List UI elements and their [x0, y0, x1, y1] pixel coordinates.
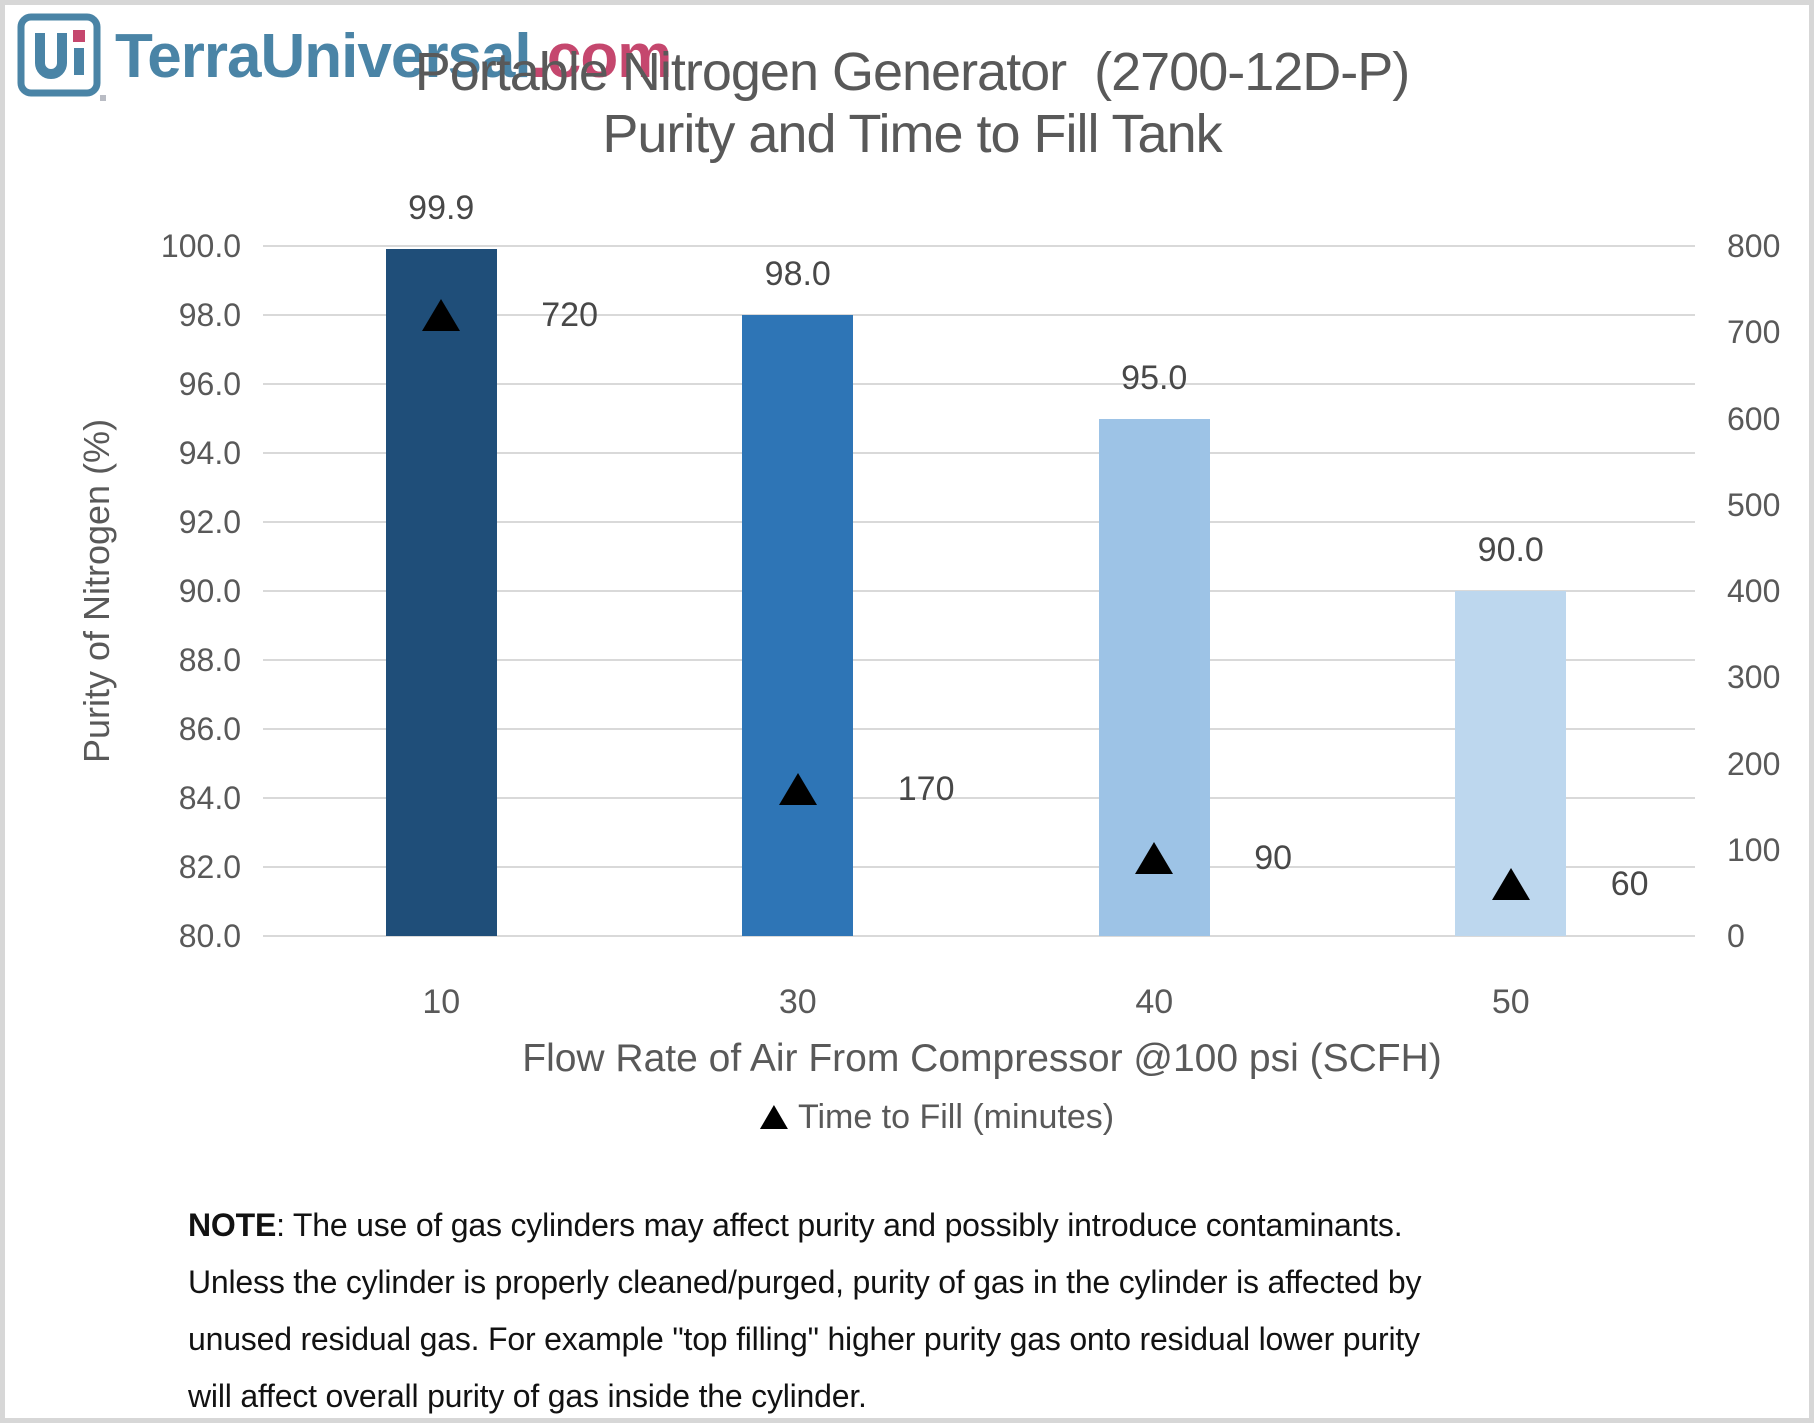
time-to-fill-marker [422, 299, 461, 331]
left-axis-tick-label: 80.0 [178, 918, 241, 954]
terra-universal-logo-icon [17, 13, 106, 101]
legend-label: Time to Fill (minutes) [797, 1098, 1115, 1136]
chart-title-line-1: Portable Nitrogen Generator (2700-12D-P) [414, 42, 1411, 102]
left-axis-tick-label: 88.0 [178, 642, 241, 678]
purity-bar [385, 249, 497, 936]
right-axis-tick-label: 600 [1727, 400, 1781, 437]
time-value-label: 170 [897, 770, 955, 809]
left-axis-tick-label: 98.0 [178, 297, 241, 333]
plot-area: 100.0 98.0 96.0 94.0 92.0 90.0 88.0 86.0 84.0 82.… [5, 5, 1809, 1418]
right-axis-tick-label: 400 [1727, 573, 1781, 609]
right-axis-tick-label: 200 [1727, 745, 1781, 782]
left-axis-tick-label: 100.0 [160, 228, 241, 264]
time-to-fill-marker [1135, 842, 1174, 875]
category-label: 50 [1491, 983, 1530, 1021]
terra-universal-logo: TerraUniversal.com [15, 11, 673, 103]
time-value-label: 60 [1610, 865, 1649, 904]
note-line-3: unused residual gas. For example "top fi… [188, 1321, 1420, 1357]
left-axis-tick-label: 84.0 [178, 780, 241, 816]
left-axis-title: Purity of Nitrogen (%) [76, 418, 117, 764]
right-axis-tick-label: 700 [1727, 314, 1781, 351]
logo-brand-text: TerraUniversal [115, 22, 532, 91]
right-axis-tick-label: 300 [1727, 659, 1781, 696]
gridline [263, 590, 1695, 592]
note-line-1: : The use of gas cylinders may affect pu… [276, 1207, 1403, 1243]
left-axis-tick-label: 86.0 [178, 711, 241, 747]
left-axis-tick-label: 92.0 [178, 504, 241, 540]
right-axis-tick-label: 800 [1727, 228, 1781, 264]
time-value-label: 720 [541, 296, 598, 334]
right-axis-tick-label: 100 [1727, 831, 1781, 868]
bar-value-label: 90.0 [1477, 531, 1544, 569]
right-axis-tick-label: 500 [1727, 486, 1781, 523]
time-value-label: 90 [1254, 839, 1293, 878]
category-label: 10 [422, 983, 461, 1021]
bar-value-label: 99.9 [408, 189, 475, 228]
category-label: 30 [778, 983, 817, 1021]
bar-value-label: 98.0 [764, 255, 831, 293]
category-label: 40 [1135, 983, 1174, 1021]
gridline [263, 383, 1695, 385]
gridline [263, 521, 1695, 523]
purity-bar [742, 315, 854, 936]
left-axis-tick-label: 82.0 [178, 849, 241, 885]
x-axis-title: Flow Rate of Air From Compressor @100 ps… [522, 1037, 1442, 1080]
note-text: NOTE: The use of gas cylinders may affec… [188, 1197, 1668, 1418]
gridline [263, 935, 1695, 937]
logo-domain-text: .com [530, 22, 673, 91]
bar-value-label: 95.0 [1121, 358, 1188, 397]
terra-universal-logo-text: TerraUniversal.com [115, 11, 673, 103]
left-axis-tick-label: 96.0 [178, 366, 241, 402]
gridline [263, 314, 1695, 316]
chart-title-line-2: Purity and Time to Fill Tank [602, 104, 1222, 164]
note-line-4: will affect overall purity of gas inside… [188, 1378, 867, 1414]
gridline [263, 866, 1695, 868]
gridline [263, 728, 1695, 730]
gridline [263, 245, 1695, 247]
note-line-2: Unless the cylinder is properly cleaned/… [188, 1264, 1422, 1300]
gridline [263, 797, 1695, 799]
legend-triangle-icon [759, 1105, 788, 1129]
left-axis-tick-label: 90.0 [178, 573, 241, 609]
time-to-fill-marker [778, 773, 817, 806]
chart-title: Portable Nitrogen Generator (2700-12D-P)… [5, 41, 1809, 165]
left-axis-tick-label: 94.0 [178, 435, 241, 471]
gridline [263, 659, 1695, 661]
time-to-fill-marker [1491, 868, 1530, 901]
gridline [263, 452, 1695, 454]
note-label: NOTE [188, 1207, 277, 1243]
right-axis-tick-label: 0 [1727, 918, 1745, 954]
legend: Time to Fill (minutes) [759, 1097, 1115, 1137]
